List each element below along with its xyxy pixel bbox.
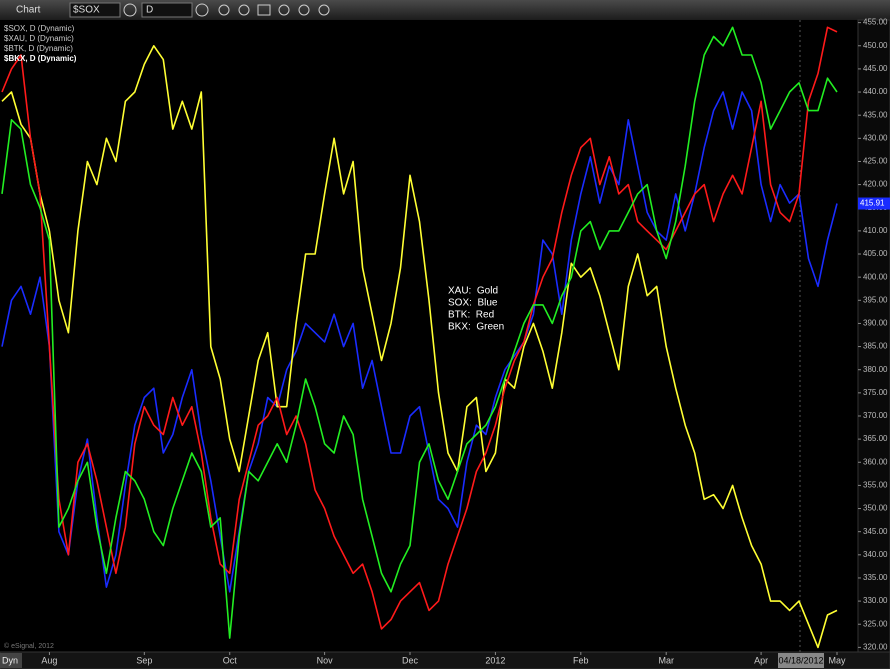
y-tick-label: 340.00 xyxy=(863,550,888,559)
legend-entry: $XAU, D (Dynamic) xyxy=(4,34,74,43)
y-tick-label: 400.00 xyxy=(863,272,888,281)
y-tick-label: 430.00 xyxy=(863,133,888,142)
legend-entry: $SOX, D (Dynamic) xyxy=(4,24,75,33)
symbol-text: $SOX xyxy=(73,5,100,16)
interval-input[interactable] xyxy=(141,2,193,18)
y-tick-label: 360.00 xyxy=(863,457,888,466)
series-line xyxy=(1,26,838,639)
y-tick-label: 425.00 xyxy=(863,157,888,166)
x-tick-label: 2012 xyxy=(485,655,505,665)
y-tick-label: 345.00 xyxy=(863,527,888,536)
y-tick-label: 335.00 xyxy=(863,573,888,582)
y-tick-label: 395.00 xyxy=(863,295,888,304)
series-line xyxy=(1,26,838,630)
y-tick-label: 380.00 xyxy=(863,365,888,374)
legend-entry: $BTK, D (Dynamic) xyxy=(4,44,73,53)
y-tick-label: 370.00 xyxy=(863,411,888,420)
symbol-button[interactable] xyxy=(123,3,137,17)
scale-mode: Dyn xyxy=(2,655,18,665)
y-tick-label: 350.00 xyxy=(863,504,888,513)
price-axis xyxy=(857,19,890,653)
erase-tool[interactable] xyxy=(318,4,330,16)
x-tick-label: Sep xyxy=(136,655,152,665)
y-tick-label: 405.00 xyxy=(863,249,888,258)
cursor-box xyxy=(778,653,824,668)
x-tick-label: Feb xyxy=(573,655,589,665)
symbol-input[interactable] xyxy=(69,2,121,18)
toolbar-title: Chart xyxy=(16,5,41,16)
add-tool[interactable] xyxy=(298,4,310,16)
x-tick-label: Dec xyxy=(402,655,419,665)
y-tick-label: 375.00 xyxy=(863,388,888,397)
y-tick-label: 320.00 xyxy=(863,642,888,651)
y-tick-label: 355.00 xyxy=(863,481,888,490)
interval-text: D xyxy=(146,5,153,16)
draw-tool[interactable] xyxy=(218,4,230,16)
time-axis xyxy=(0,651,890,669)
annotation-line: SOX: Blue xyxy=(448,298,498,309)
y-tick-label: 385.00 xyxy=(863,342,888,351)
y-tick-label: 390.00 xyxy=(863,319,888,328)
x-tick-label: Mar xyxy=(658,655,674,665)
y-tick-label: 420.00 xyxy=(863,180,888,189)
annotation-line: XAU: Gold xyxy=(448,286,498,297)
layout-tool[interactable] xyxy=(257,4,271,16)
x-tick-label: Nov xyxy=(317,655,334,665)
x-tick-label: Aug xyxy=(41,655,57,665)
annotation-line: BKX: Green xyxy=(448,322,504,333)
series-line xyxy=(1,91,838,593)
x-tick-label: Apr xyxy=(754,655,768,665)
legend-entry: $BKX, D (Dynamic) xyxy=(4,54,77,63)
y-tick-label: 445.00 xyxy=(863,64,888,73)
y-tick-label: 435.00 xyxy=(863,110,888,119)
scale-mode-box[interactable] xyxy=(0,653,22,668)
y-tick-label: 410.00 xyxy=(863,226,888,235)
x-tick-label: Oct xyxy=(223,655,238,665)
y-tick-label: 330.00 xyxy=(863,596,888,605)
y-tick-label: 365.00 xyxy=(863,434,888,443)
copyright: © eSignal, 2012 xyxy=(4,642,54,650)
y-tick-label: 440.00 xyxy=(863,87,888,96)
y-tick-label: 455.00 xyxy=(863,18,888,27)
cursor-label: 04/18/2012 xyxy=(778,655,823,665)
play-tool[interactable] xyxy=(278,4,290,16)
price-marker xyxy=(858,197,890,210)
annotation-line: BTK: Red xyxy=(448,310,494,321)
x-tick-label: May xyxy=(828,655,846,665)
refresh-tool[interactable] xyxy=(238,4,250,16)
toolbar xyxy=(0,0,890,20)
y-tick-label: 450.00 xyxy=(863,41,888,50)
interval-button[interactable] xyxy=(195,3,209,17)
price-marker-label: 415.91 xyxy=(860,199,885,208)
series-line xyxy=(1,45,838,649)
y-tick-label: 325.00 xyxy=(863,619,888,628)
